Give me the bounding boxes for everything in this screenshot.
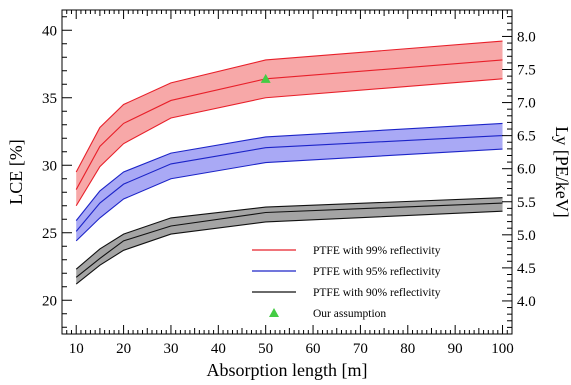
y2-axis-label: Ly [PE/keV]: [552, 126, 571, 218]
x-tick-label: 20: [116, 341, 131, 357]
y2-tick-label: 5.5: [517, 195, 536, 211]
uncertainty-bands: [76, 41, 503, 285]
edge-upper-series-2: [75, 197, 503, 270]
edge-lower-series-0: [75, 78, 503, 207]
legend-marker-0: [269, 308, 279, 317]
y-tick-label: 35: [42, 91, 57, 107]
axis-ticks: [61, 9, 513, 334]
legend-label-2: PTFE with 90% reflectivity: [313, 287, 441, 299]
y-tick-label: 40: [42, 23, 57, 39]
y-tick-label: 30: [42, 158, 57, 174]
x-tick-label: 80: [400, 341, 415, 357]
y2-tick-label: 5.0: [517, 228, 536, 244]
x-tick-label: 40: [211, 341, 226, 357]
line-series-2: [75, 202, 503, 278]
marker-0: [260, 73, 271, 83]
edge-upper-series-1: [75, 122, 503, 221]
series-lines: [75, 40, 503, 285]
x-tick-label: 70: [353, 341, 368, 357]
band-series-0: [76, 41, 503, 206]
legend-label-1: PTFE with 95% reflectivity: [313, 266, 441, 278]
legend-label-0: PTFE with 99% reflectivity: [313, 245, 441, 257]
band-series-2: [76, 197, 503, 285]
y2-tick-label: 6.0: [517, 162, 536, 178]
band-series-1: [76, 123, 503, 241]
y2-tick-label: 6.5: [517, 129, 536, 145]
line-series-1: [75, 135, 503, 232]
y2-tick-label: 4.5: [517, 261, 536, 277]
x-axis-label: Absorption length [m]: [207, 360, 368, 380]
x-tick-label: 30: [163, 341, 178, 357]
y2-tick-label: 7.0: [517, 96, 536, 112]
tick-labels: 10 20 30 40 50 60 70 80 90 100 20 25 30 35 40 4.0 4.5 5.0…: [42, 23, 536, 357]
legend: PTFE with 99% reflectivity PTFE with 95% …: [252, 245, 441, 320]
y-tick-label: 20: [42, 293, 57, 309]
plot-frame: [61, 9, 513, 335]
edge-lower-series-1: [75, 148, 503, 242]
line-series-0: [75, 59, 503, 190]
x-tick-label: 50: [258, 341, 273, 357]
x-tick-label: 60: [306, 341, 321, 357]
x-tick-label: 100: [491, 341, 514, 357]
x-tick-label: 90: [448, 341, 463, 357]
edge-lower-series-2: [75, 210, 503, 285]
marker-layer: [260, 73, 271, 83]
x-tick-label: 10: [69, 341, 84, 357]
y-axis-label: LCE [%]: [6, 139, 26, 204]
y2-tick-label: 4.0: [517, 294, 536, 310]
y2-tick-label: 8.0: [517, 29, 536, 45]
legend-label-marker-0: Our assumption: [313, 308, 386, 320]
y-tick-label: 25: [42, 226, 57, 242]
y2-tick-label: 7.5: [517, 63, 536, 79]
edge-upper-series-0: [75, 40, 503, 173]
